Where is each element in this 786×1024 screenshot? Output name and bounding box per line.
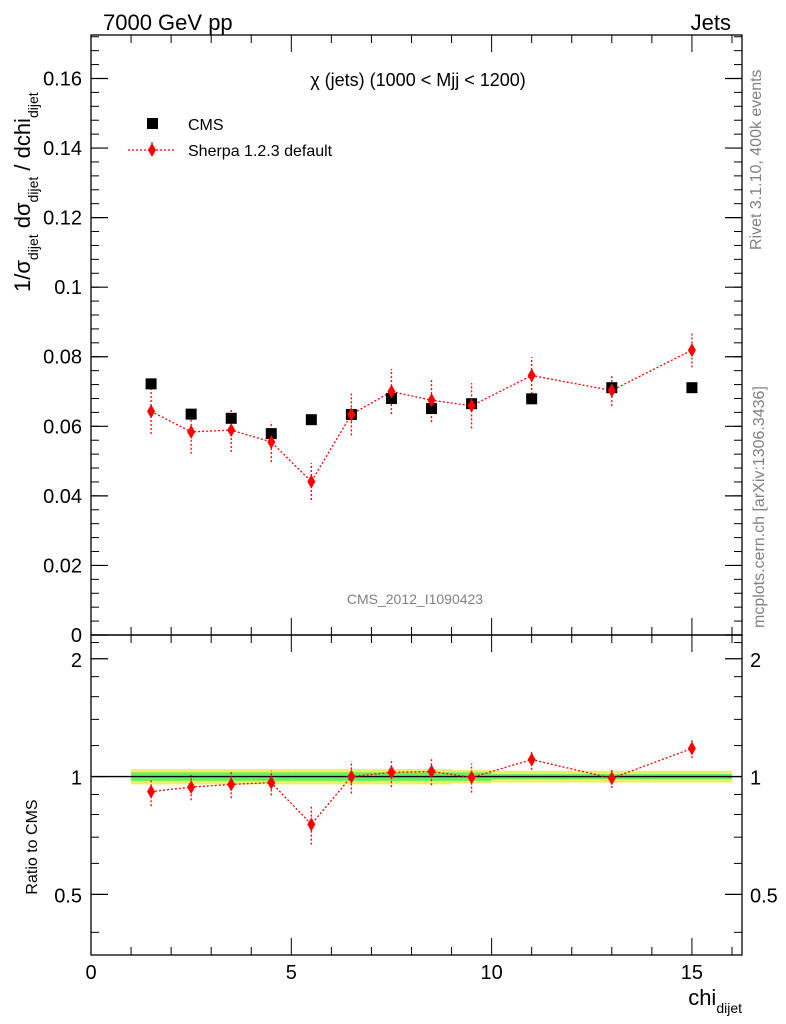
main-marks (145, 332, 698, 501)
sherpa-point (467, 398, 476, 413)
main-ytick-label: 0.12 (43, 208, 82, 230)
rivet-label: Rivet 3.1.10, 400k events (748, 69, 765, 250)
ratio-sherpa-point (147, 784, 156, 799)
main-ytick-label: 0.16 (43, 68, 82, 90)
ylabel-part-2: dσ (10, 202, 35, 234)
ratio-sherpa-point (467, 770, 476, 785)
legend-sherpa-label: Sherpa 1.2.3 default (188, 143, 333, 160)
ratio-sherpa-point (267, 775, 276, 790)
legend-sherpa-marker (148, 143, 156, 157)
main-ticks: 0 0.02 0.04 0.06 0.08 0.1 0.12 0.14 0.16 (43, 35, 742, 647)
ratio-sherpa-point (227, 777, 236, 792)
ratio-sherpa-point (347, 769, 356, 784)
ratio-ytick-label-left: 0.5 (54, 885, 82, 907)
legend-cms-label: CMS (188, 117, 224, 134)
sherpa-point (267, 434, 276, 449)
sherpa-point (187, 424, 196, 439)
ratio-ytick-label-left: 2 (71, 650, 82, 672)
main-ylabel: 1/σdijet dσdijet / dchidijet (10, 92, 41, 292)
sherpa-point (227, 423, 236, 438)
cms-point (145, 378, 157, 390)
ylabel-sub-2: dijet (25, 177, 41, 203)
sherpa-point (427, 393, 436, 408)
mcplots-label: mcplots.cern.ch [arXiv:1306.3436] (751, 386, 768, 628)
ratio-sherpa-point (687, 741, 696, 756)
ylabel-part-1: 1/σ (10, 260, 35, 292)
ratio-ytick-label-left: 1 (71, 768, 82, 790)
cms-point (265, 428, 277, 440)
sherpa-point (607, 383, 616, 398)
category-label: Jets (691, 10, 731, 35)
main-ytick-label: 0 (71, 625, 82, 647)
ratio-uncertainty-band (91, 769, 742, 785)
ratio-sherpa-line (151, 747, 693, 826)
xtick-label: 5 (286, 962, 297, 984)
main-ytick-label: 0.06 (43, 416, 82, 438)
xlabel-sub: dijet (716, 1000, 742, 1016)
legend-cms-marker (147, 118, 158, 129)
main-panel: 0 0.02 0.04 0.06 0.08 0.1 0.12 0.14 0.16 χ (jets… (10, 34, 743, 647)
sherpa-point (347, 407, 356, 422)
cms-point (305, 414, 317, 426)
ylabel-part-3: / dchi (10, 118, 35, 177)
ratio-ytick-label-right: 1 (750, 768, 761, 790)
ratio-sherpa-point (387, 765, 396, 780)
ratio-sherpa-point (307, 817, 316, 832)
xtick-label: 0 (85, 962, 96, 984)
ratio-frame (90, 634, 743, 956)
xlabel: chidijet (688, 985, 742, 1016)
legend: CMS Sherpa 1.2.3 default (128, 117, 333, 160)
main-title: χ (jets) (1000 < Mjj < 1200) (310, 70, 526, 90)
cms-point (686, 382, 698, 394)
ratio-sherpa-point (427, 764, 436, 779)
sherpa-line (150, 349, 693, 483)
main-ytick-label: 0.14 (43, 138, 82, 160)
ratio-sherpa-point (527, 752, 536, 767)
ylabel-sub-1: dijet (25, 234, 41, 260)
ratio-panel: 0.5 0.5 1 1 2 2 0 5 10 15 Ratio to CMS chidijet (24, 634, 778, 1016)
sherpa-point (387, 384, 396, 399)
ratio-sherpa-point (187, 780, 196, 795)
ylabel-sub-3: dijet (25, 92, 41, 118)
ratio-ylabel: Ratio to CMS (24, 799, 41, 894)
analysis-label: CMS_2012_I1090423 (347, 591, 483, 607)
ratio-marks (147, 739, 696, 845)
ratio-ticks: 0.5 0.5 1 1 2 2 0 5 10 15 (54, 635, 778, 984)
cms-point (185, 408, 197, 420)
xtick-label: 10 (480, 962, 502, 984)
energy-label: 7000 GeV pp (103, 10, 233, 35)
ratio-ytick-label-right: 0.5 (750, 885, 778, 907)
xtick-label: 15 (681, 962, 703, 984)
main-ytick-label: 0.04 (43, 486, 82, 508)
sherpa-point (687, 343, 696, 358)
cms-point (225, 412, 237, 424)
sherpa-point (527, 368, 536, 383)
cms-point (426, 403, 438, 415)
main-ytick-label: 0.1 (54, 277, 82, 299)
sherpa-point (307, 474, 316, 489)
xlabel-main: chi (688, 985, 716, 1010)
sherpa-point (147, 404, 156, 419)
ratio-sherpa-point (607, 771, 616, 786)
ratio-ytick-label-right: 2 (750, 650, 761, 672)
cms-point (526, 393, 538, 405)
main-ytick-label: 0.08 (43, 347, 82, 369)
main-ytick-label: 0.02 (43, 555, 82, 577)
